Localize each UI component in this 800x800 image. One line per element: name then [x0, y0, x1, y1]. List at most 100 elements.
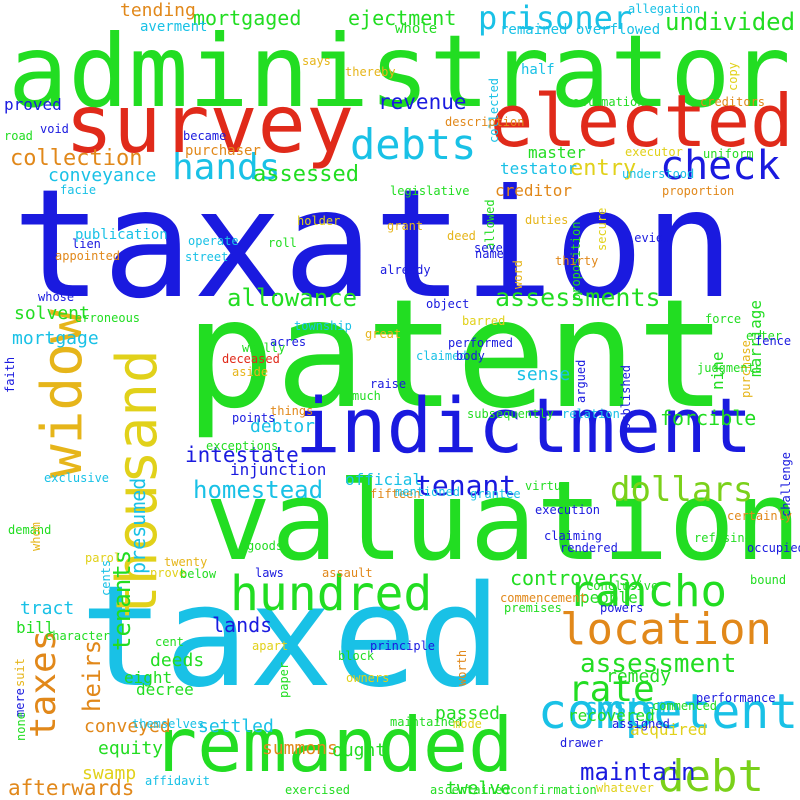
- cloud-word: maintain: [580, 758, 696, 786]
- cloud-word: testator: [500, 159, 578, 178]
- cloud-word: suit: [13, 658, 27, 687]
- cloud-word: eight: [124, 668, 173, 687]
- cloud-word: tenant: [415, 469, 517, 502]
- cloud-word: executor: [625, 145, 683, 159]
- cloud-word: character: [45, 629, 111, 643]
- cloud-word: faith: [3, 356, 17, 393]
- cloud-word: cent: [155, 635, 184, 649]
- cloud-word: ejectment: [348, 6, 457, 30]
- cloud-word: ascertained: [430, 783, 510, 797]
- cloud-word: location: [560, 604, 772, 655]
- cloud-word: below: [180, 567, 217, 581]
- cloud-word: exclusive: [44, 471, 110, 485]
- cloud-word: principle: [370, 639, 436, 653]
- cloud-word: bill: [16, 618, 55, 637]
- cloud-word: argued: [574, 359, 588, 403]
- cloud-word: erroneous: [75, 311, 141, 325]
- cloud-word: deeds: [150, 650, 205, 671]
- cloud-word: presumed: [126, 477, 150, 574]
- cloud-word: solvent: [14, 303, 90, 324]
- cloud-word: check: [660, 143, 781, 189]
- cloud-word: legislative: [390, 184, 470, 198]
- cloud-word: debts: [350, 120, 477, 169]
- cloud-word: official: [345, 470, 423, 489]
- cloud-word: things: [270, 404, 314, 418]
- cloud-word: homestead: [193, 476, 324, 504]
- cloud-word: refusing: [694, 531, 752, 545]
- cloud-word: duties: [525, 213, 569, 227]
- cloud-word: laws: [255, 566, 284, 580]
- cloud-word: allowance: [227, 284, 358, 312]
- cloud-word: powers: [600, 601, 644, 615]
- cloud-word: exceptions: [206, 439, 279, 453]
- cloud-word: void: [40, 122, 69, 136]
- cloud-word: cents: [99, 559, 113, 596]
- cloud-word: performance: [696, 691, 776, 705]
- cloud-word: hundred: [230, 566, 433, 622]
- cloud-word: thirty: [555, 254, 599, 268]
- cloud-word: thereby: [345, 65, 396, 79]
- cloud-word: taxed: [80, 556, 502, 719]
- cloud-word: proportion: [662, 184, 735, 198]
- cloud-word: heirs: [78, 639, 106, 712]
- cloud-word: creditors: [700, 95, 766, 109]
- cloud-word: deceased: [222, 352, 280, 366]
- cloud-word: maintained: [390, 715, 463, 729]
- cloud-word: fifteen: [370, 487, 421, 501]
- cloud-word: points: [232, 411, 276, 425]
- cloud-word: valuation: [205, 457, 800, 585]
- cloud-word: block: [338, 649, 375, 663]
- cloud-word: named: [475, 247, 512, 261]
- cloud-word: bound: [750, 573, 787, 587]
- cloud-word: deed: [447, 229, 476, 243]
- cloud-word: lien: [72, 237, 101, 251]
- cloud-word: mentioned: [395, 485, 461, 499]
- cloud-word: confirmation: [510, 783, 597, 797]
- cloud-word: object: [426, 297, 470, 311]
- cloud-word: commencement: [500, 591, 587, 605]
- cloud-word: secure: [595, 207, 609, 251]
- cloud-word: elected: [490, 79, 794, 163]
- cloud-word: fence: [755, 334, 792, 348]
- cloud-word: force: [705, 312, 742, 326]
- cloud-word: understood: [622, 167, 695, 181]
- cloud-word: afterwards: [8, 776, 135, 800]
- cloud-word: publication: [75, 227, 168, 243]
- cloud-word: challenge: [779, 451, 793, 517]
- cloud-word: execution: [535, 503, 601, 517]
- cloud-word: mode: [453, 717, 482, 731]
- cloud-word: whole: [395, 21, 438, 37]
- cloud-word: word: [511, 260, 525, 289]
- cloud-word: decree: [136, 680, 194, 699]
- cloud-word: exercised: [285, 783, 351, 797]
- cloud-word: purchaser: [185, 143, 261, 159]
- cloud-word: goods: [247, 539, 284, 553]
- cloud-word: operate: [188, 234, 239, 248]
- cloud-word: wholly: [242, 341, 286, 355]
- cloud-word: injunction: [230, 460, 327, 479]
- cloud-word: claimed: [416, 349, 467, 363]
- cloud-word: rendered: [560, 541, 618, 555]
- cloud-word: collected: [487, 77, 501, 143]
- cloud-word: rate: [568, 669, 655, 710]
- cloud-word: copy: [726, 62, 740, 91]
- cloud-word: enter: [746, 329, 783, 343]
- cloud-word: virtue: [525, 479, 569, 493]
- cloud-word: themselves: [132, 717, 205, 731]
- cloud-word: revenue: [378, 90, 467, 114]
- cloud-word: grantee: [470, 487, 521, 501]
- cloud-word: master: [528, 143, 586, 162]
- cloud-word: roll: [268, 236, 297, 250]
- cloud-word: sense: [516, 364, 571, 385]
- cloud-word: lands: [212, 613, 273, 637]
- cloud-word: recovered: [568, 706, 655, 725]
- cloud-word: mortgage: [12, 328, 99, 349]
- cloud-word: twelve: [446, 778, 512, 799]
- cloud-word: indictment: [295, 381, 753, 470]
- cloud-word: acres: [270, 335, 307, 349]
- cloud-word: owners: [346, 671, 390, 685]
- cloud-word: barred: [462, 314, 506, 328]
- cloud-word: whose: [38, 290, 75, 304]
- cloud-word: undivided: [665, 8, 796, 36]
